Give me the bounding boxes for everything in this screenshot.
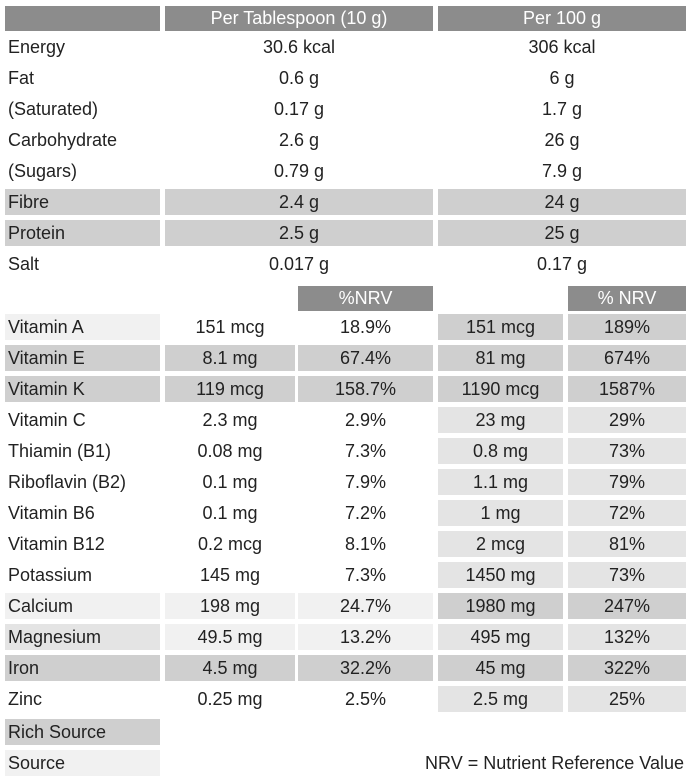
per-100g-amount: 495 mg: [438, 624, 563, 650]
tbsp-nrv: 67.4%: [298, 345, 433, 371]
tbsp-nrv: 2.9%: [344, 410, 387, 430]
tbsp-nrv: 7.2%: [344, 503, 387, 523]
tbsp-nrv: 32.2%: [298, 655, 433, 681]
per-100g: 25 g: [438, 220, 686, 246]
per-100g-amount: 45 mg: [438, 655, 563, 681]
per-100g-amount: 1190 mcg: [438, 376, 563, 402]
legend-rich-source: Rich Source: [5, 719, 160, 745]
per-100g-amount: 2 mcg: [438, 531, 563, 557]
tbsp-amount: 4.5 mg: [165, 655, 295, 681]
footnote: NRV = Nutrient Reference Value: [425, 753, 684, 773]
tbsp-amount: 0.2 mcg: [197, 534, 263, 554]
nutrient-label: (Saturated): [8, 99, 99, 119]
per-100g-amount: 1980 mg: [438, 593, 563, 619]
tbsp-nrv: 24.7%: [298, 593, 433, 619]
per-100g-nrv: 79%: [568, 469, 686, 495]
per-tablespoon: 30.6 kcal: [262, 37, 336, 57]
vitamin-label: Vitamin E: [5, 345, 160, 371]
vitamin-label: Vitamin A: [5, 314, 160, 340]
per-100g: 1.7 g: [541, 99, 583, 119]
tbsp-amount: 0.1 mg: [202, 503, 258, 523]
nutrient-label: Fibre: [5, 189, 160, 215]
tbsp-nrv: 8.1%: [344, 534, 387, 554]
per-100g-nrv: 132%: [568, 624, 686, 650]
tbsp-amount: 145 mg: [199, 565, 261, 585]
vitamin-label: Vitamin B6: [8, 503, 95, 523]
vitamin-label: Potassium: [8, 565, 93, 585]
per-100g: 24 g: [438, 189, 686, 215]
nutrient-label: Carbohydrate: [8, 130, 118, 150]
header-blank: [5, 6, 160, 31]
vitamin-label: Vitamin C: [8, 410, 86, 430]
nutrient-label: Protein: [5, 220, 160, 246]
nutrient-label: (Sugars): [8, 161, 78, 181]
tbsp-nrv: 158.7%: [298, 376, 433, 402]
per-100g-nrv: 81%: [568, 531, 686, 557]
per-tablespoon: 0.79 g: [273, 161, 325, 181]
vitamin-label: Riboflavin (B2): [8, 472, 127, 492]
vitamin-label: Calcium: [5, 593, 160, 619]
per-100g-amount: 151 mcg: [438, 314, 563, 340]
nutrient-label: Fat: [8, 68, 35, 88]
per-100g-nrv: 25%: [568, 686, 686, 712]
tbsp-amount: 49.5 mg: [165, 624, 295, 650]
per-100g: 26 g: [544, 130, 580, 150]
vitamin-label: Iron: [5, 655, 160, 681]
legend-source: Source: [5, 750, 160, 776]
per-100g-amount: 1450 mg: [438, 562, 563, 588]
per-tablespoon: 2.4 g: [165, 189, 433, 215]
tbsp-amount: 0.08 mg: [197, 441, 263, 461]
tbsp-amount: 0.25 mg: [197, 689, 263, 709]
tbsp-nrv: 7.3%: [344, 441, 387, 461]
per-tablespoon: 0.6 g: [278, 68, 320, 88]
tbsp-amount: 119 mcg: [165, 376, 295, 402]
per-100g-nrv: 189%: [568, 314, 686, 340]
per-100g-amount: 1.1 mg: [438, 469, 563, 495]
per-100g-nrv: 322%: [568, 655, 686, 681]
vitamin-label: Vitamin B12: [8, 534, 105, 554]
tbsp-nrv: 7.9%: [344, 472, 387, 492]
nrv-header: % NRV: [568, 286, 686, 311]
per-100g-amount: 23 mg: [438, 407, 563, 433]
per-100g-nrv: 72%: [568, 500, 686, 526]
tbsp-amount: 0.1 mg: [202, 472, 258, 492]
vitamin-label: Vitamin K: [5, 376, 160, 402]
per-100g: 306 kcal: [528, 37, 596, 57]
per-100g-nrv: 674%: [568, 345, 686, 371]
tbsp-nrv: 2.5%: [344, 689, 387, 709]
per-100g-nrv: 1587%: [568, 376, 686, 402]
tbsp-amount: 2.3 mg: [202, 410, 258, 430]
tbsp-amount: 151 mcg: [195, 317, 265, 337]
column-header: Per 100 g: [438, 6, 686, 31]
vitamin-label: Magnesium: [5, 624, 160, 650]
nutrient-label: Salt: [8, 254, 40, 274]
nutrient-label: Energy: [8, 37, 66, 57]
per-100g-amount: 0.8 mg: [438, 438, 563, 464]
per-100g-nrv: 73%: [568, 438, 686, 464]
per-100g-amount: 81 mg: [438, 345, 563, 371]
tbsp-nrv: 13.2%: [298, 624, 433, 650]
per-tablespoon: 2.5 g: [165, 220, 433, 246]
per-100g-nrv: 247%: [568, 593, 686, 619]
tbsp-amount: 198 mg: [165, 593, 295, 619]
per-tablespoon: 0.17 g: [273, 99, 325, 119]
per-tablespoon: 0.017 g: [268, 254, 330, 274]
per-100g-amount: 1 mg: [438, 500, 563, 526]
vitamin-label: Thiamin (B1): [8, 441, 112, 461]
per-100g-nrv: 73%: [568, 562, 686, 588]
per-100g-amount: 2.5 mg: [438, 686, 563, 712]
tbsp-nrv: 7.3%: [344, 565, 387, 585]
tbsp-nrv: 18.9%: [339, 317, 392, 337]
per-100g: 0.17 g: [536, 254, 588, 274]
per-tablespoon: 2.6 g: [278, 130, 320, 150]
column-header: Per Tablespoon (10 g): [165, 6, 433, 31]
per-100g: 6 g: [549, 68, 575, 88]
per-100g-nrv: 29%: [568, 407, 686, 433]
per-100g: 7.9 g: [541, 161, 583, 181]
nrv-header: %NRV: [298, 286, 433, 311]
vitamin-label: Zinc: [8, 689, 43, 709]
tbsp-amount: 8.1 mg: [165, 345, 295, 371]
